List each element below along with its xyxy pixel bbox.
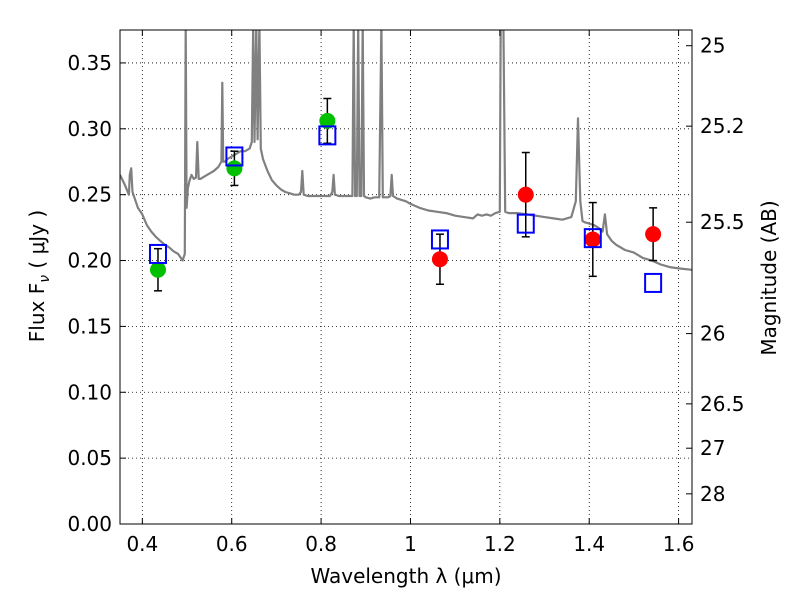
x-tick-label: 0.6 — [216, 532, 248, 556]
x-tick-label: 1.4 — [573, 532, 605, 556]
y-tick-label: 0.20 — [67, 249, 112, 273]
model-point — [644, 272, 663, 293]
y-axis-label-main: Flux F — [25, 283, 49, 342]
x-tick-label: 1.6 — [663, 532, 695, 556]
right-tick-label: 25.5 — [700, 210, 745, 234]
grid-lines — [120, 30, 692, 525]
x-tick-label: 1 — [404, 532, 417, 556]
spectrum-line — [120, 30, 692, 271]
y-tick-label: 0.35 — [67, 51, 112, 75]
data-point — [431, 251, 448, 268]
spectrum-series — [120, 30, 692, 271]
model-point — [516, 213, 535, 234]
right-tick-label: 25 — [700, 34, 725, 58]
data-marks — [148, 97, 663, 293]
x-tick-label: 0.4 — [126, 532, 158, 556]
right-axis-ticks: 25 25.2 25.5 26 26.5 27 28 — [686, 34, 745, 506]
x-axis-ticks: 0.4 0.6 0.8 1 1.2 1.4 1.6 — [126, 30, 695, 556]
data-point — [645, 226, 662, 243]
x-tick-label: 1.2 — [484, 532, 516, 556]
y-axis-ticks: 0.00 0.05 0.10 0.15 0.20 0.25 0.30 0.35 — [67, 51, 126, 536]
data-point — [149, 261, 166, 278]
model-point — [148, 243, 167, 264]
x-tick-label: 0.8 — [305, 532, 337, 556]
plot-frame — [119, 29, 693, 525]
y-tick-label: 0.15 — [67, 314, 112, 338]
x-axis-label: Wavelength λ (μm) — [310, 564, 501, 588]
model-point — [318, 125, 337, 146]
model-point — [225, 146, 244, 167]
right-tick-label: 27 — [700, 436, 725, 460]
data-point — [319, 112, 336, 129]
y-tick-label: 0.10 — [67, 380, 112, 404]
right-tick-label: 26.5 — [700, 392, 745, 416]
model-point — [430, 229, 449, 250]
y-axis-label-unit: ( μJy ) — [25, 210, 49, 275]
y-axis-label-subscript: ν — [37, 275, 53, 283]
model-point — [583, 228, 602, 249]
data-point — [226, 160, 243, 177]
y-tick-label: 0.30 — [67, 117, 112, 141]
y-tick-label: 0.25 — [67, 183, 112, 207]
data-point — [584, 231, 601, 248]
y-tick-label: 0.00 — [67, 512, 112, 536]
right-axis-label: Magnitude (AB) — [757, 200, 781, 355]
right-tick-label: 28 — [700, 482, 725, 506]
data-point — [517, 186, 534, 203]
y-axis-label: Flux Fν ( μJy ) — [25, 210, 53, 342]
right-tick-label: 25.2 — [700, 114, 745, 138]
right-tick-label: 26 — [700, 322, 725, 346]
y-tick-label: 0.05 — [67, 446, 112, 470]
